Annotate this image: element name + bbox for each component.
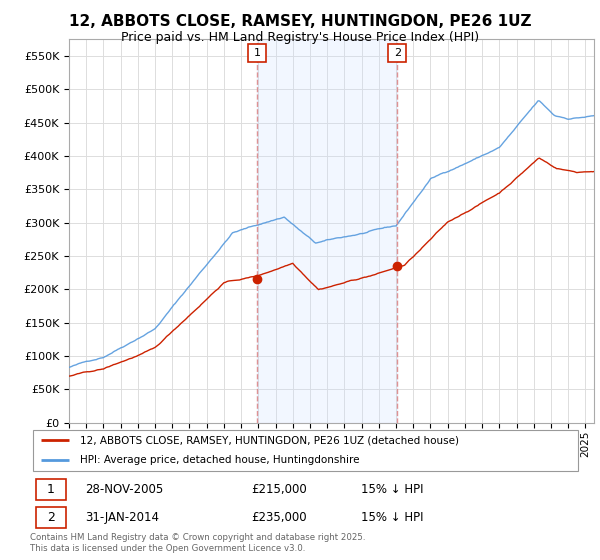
Text: HPI: Average price, detached house, Huntingdonshire: HPI: Average price, detached house, Hunt… [80, 455, 359, 465]
Text: 15% ↓ HPI: 15% ↓ HPI [361, 483, 424, 496]
Text: £215,000: £215,000 [251, 483, 307, 496]
Text: 28-NOV-2005: 28-NOV-2005 [85, 483, 163, 496]
Text: 15% ↓ HPI: 15% ↓ HPI [361, 511, 424, 524]
Text: Contains HM Land Registry data © Crown copyright and database right 2025.
This d: Contains HM Land Registry data © Crown c… [30, 533, 365, 553]
Text: 1: 1 [253, 48, 260, 58]
FancyBboxPatch shape [33, 430, 578, 471]
Bar [257, 39, 397, 423]
Text: 2: 2 [394, 48, 401, 58]
Text: 12, ABBOTS CLOSE, RAMSEY, HUNTINGDON, PE26 1UZ (detached house): 12, ABBOTS CLOSE, RAMSEY, HUNTINGDON, PE… [80, 435, 458, 445]
Text: 12, ABBOTS CLOSE, RAMSEY, HUNTINGDON, PE26 1UZ: 12, ABBOTS CLOSE, RAMSEY, HUNTINGDON, PE… [69, 14, 531, 29]
Text: 31-JAN-2014: 31-JAN-2014 [85, 511, 159, 524]
FancyBboxPatch shape [35, 507, 66, 528]
Text: £235,000: £235,000 [251, 511, 307, 524]
Text: 2: 2 [47, 511, 55, 524]
Text: Price paid vs. HM Land Registry's House Price Index (HPI): Price paid vs. HM Land Registry's House … [121, 31, 479, 44]
FancyBboxPatch shape [35, 479, 66, 500]
Text: 1: 1 [47, 483, 55, 496]
